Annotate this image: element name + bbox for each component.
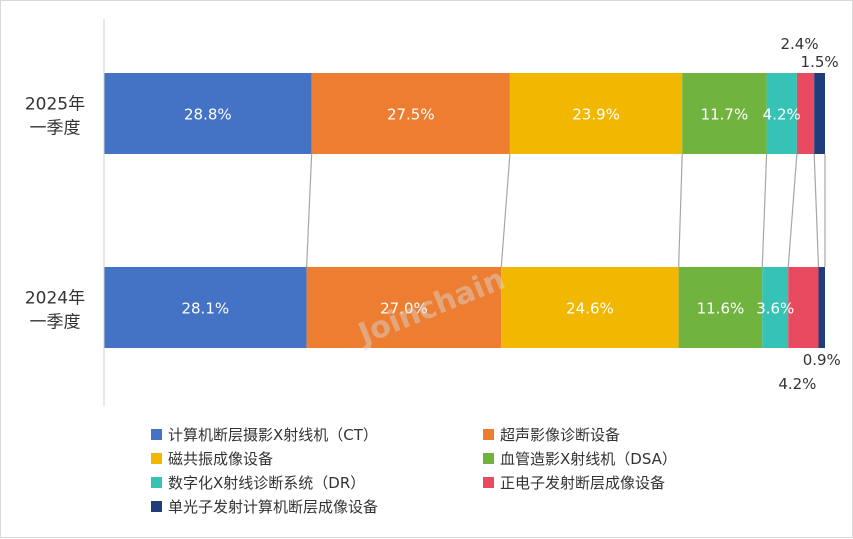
bar-segment-2-4: [678, 267, 763, 348]
connector-line-2: [500, 153, 511, 268]
legend-label-7: 单光子发射计算机断层成像设备: [168, 498, 378, 516]
data-label-1-7: 1.5%: [801, 53, 839, 71]
category-label-2-line1: 2024年: [25, 289, 85, 309]
data-label-1-1: 28.8%: [184, 106, 232, 124]
bar-segment-1-1: [104, 73, 312, 154]
category-label-2-line2: 一季度: [30, 313, 81, 333]
bar-segment-2-5: [762, 267, 789, 348]
data-label-2-7: 0.9%: [803, 351, 841, 369]
bar-segment-2-7: [818, 267, 825, 348]
legend-label-5: 数字化X射线诊断系统（DR）: [168, 474, 365, 492]
data-label-2-5: 3.6%: [756, 300, 794, 318]
connector-lines: [306, 153, 826, 268]
connector-line-1: [306, 153, 313, 268]
legend-label-3: 磁共振成像设备: [168, 450, 273, 468]
legend-swatch-1: [151, 429, 162, 440]
data-label-2-1: 28.1%: [181, 300, 229, 318]
bars: [104, 73, 825, 348]
legend-swatch-3: [151, 453, 162, 464]
connector-line-3: [678, 153, 683, 268]
category-label-1-line1: 2025年: [25, 95, 85, 115]
connector-line-5: [787, 153, 798, 268]
data-label-2-6: 4.2%: [778, 375, 816, 393]
connector-line-6: [813, 153, 820, 268]
bar-segment-1-5: [766, 73, 797, 154]
legend-swatch-7: [151, 501, 162, 512]
legend-label-6: 正电子发射断层成像设备: [500, 474, 665, 492]
bar-segment-2-3: [501, 267, 679, 348]
legend-label-1: 计算机断层摄影X射线机（CT）: [168, 426, 378, 444]
data-label-1-4: 11.7%: [701, 106, 749, 124]
bar-segment-1-3: [509, 73, 683, 154]
data-label-2-4: 11.6%: [697, 300, 745, 318]
data-label-1-6: 2.4%: [780, 35, 818, 53]
bar-segment-1-2: [311, 73, 510, 154]
data-label-1-2: 27.5%: [387, 106, 435, 124]
bar-segment-1-6: [796, 73, 815, 154]
bar-segment-1-4: [682, 73, 767, 154]
data-label-2-2: 27.0%: [380, 300, 428, 318]
legend-label-2: 超声影像诊断设备: [500, 426, 620, 444]
bar-segment-1-7: [814, 73, 825, 154]
bar-segment-2-2: [306, 267, 502, 348]
legend-swatch-2: [483, 429, 494, 440]
category-label-1-line2: 一季度: [30, 119, 81, 139]
data-label-1-5: 4.2%: [763, 106, 801, 124]
legend-swatch-5: [151, 477, 162, 488]
legend-swatch-6: [483, 477, 494, 488]
connector-line-4: [761, 153, 768, 268]
data-label-1-3: 23.9%: [572, 106, 620, 124]
legend-swatch-4: [483, 453, 494, 464]
data-label-2-3: 24.6%: [566, 300, 614, 318]
data-labels: 28.8% 27.5% 23.9% 11.7% 4.2% 2.4%1.5% 28.1% 27.…: [181, 35, 840, 393]
bar-segment-2-6: [788, 267, 819, 348]
legend-label-4: 血管造影X射线机（DSA）: [500, 450, 677, 468]
bar-segment-2-1: [104, 267, 307, 348]
